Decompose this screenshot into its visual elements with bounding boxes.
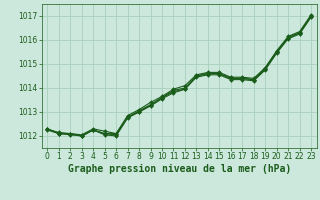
X-axis label: Graphe pression niveau de la mer (hPa): Graphe pression niveau de la mer (hPa) — [68, 164, 291, 174]
